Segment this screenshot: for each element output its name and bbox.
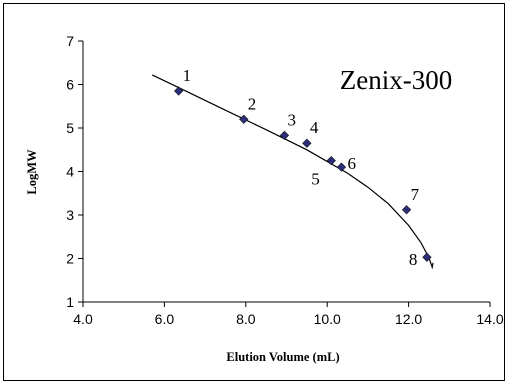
data-point-1	[174, 86, 184, 96]
y-tick-label: 7	[66, 33, 74, 49]
fit-curve	[151, 74, 434, 270]
y-tick-label: 5	[66, 120, 74, 136]
point-label-6: 6	[347, 154, 356, 173]
x-axis-title: Elution Volume (mL)	[226, 350, 339, 364]
x-tick-label: 8.0	[236, 311, 256, 327]
point-label-2: 2	[248, 94, 257, 113]
point-label-5: 5	[311, 170, 320, 189]
data-point-5	[326, 156, 336, 166]
point-labels: 1 2 3 4 5 6 7 8	[183, 66, 420, 269]
data-point-7	[401, 205, 412, 215]
y-axis-title: LogMW	[25, 149, 39, 195]
data-markers	[174, 86, 432, 262]
x-tick-label: 4.0	[73, 311, 93, 327]
data-point-2	[239, 114, 249, 124]
x-tick-label: 12.0	[395, 311, 422, 327]
y-tick-label: 1	[66, 294, 74, 310]
point-label-7: 7	[411, 185, 420, 204]
chart-title: Zenix-300	[340, 65, 452, 95]
x-tick-label: 14.0	[476, 311, 503, 327]
y-tick-label: 4	[66, 164, 74, 180]
y-tick-label: 6	[66, 77, 74, 93]
data-point-3	[279, 130, 290, 141]
point-label-8: 8	[409, 250, 418, 269]
data-point-8	[422, 252, 432, 262]
point-label-3: 3	[287, 110, 296, 129]
chart-frame	[3, 3, 505, 381]
data-point-4	[302, 138, 312, 148]
point-label-4: 4	[310, 118, 319, 137]
x-tick-label: 6.0	[155, 311, 175, 327]
point-label-1: 1	[183, 66, 192, 85]
y-tick-label: 3	[66, 207, 74, 223]
y-tick-label: 2	[66, 251, 74, 267]
x-tick-label: 10.0	[314, 311, 341, 327]
data-point-6	[336, 162, 347, 172]
